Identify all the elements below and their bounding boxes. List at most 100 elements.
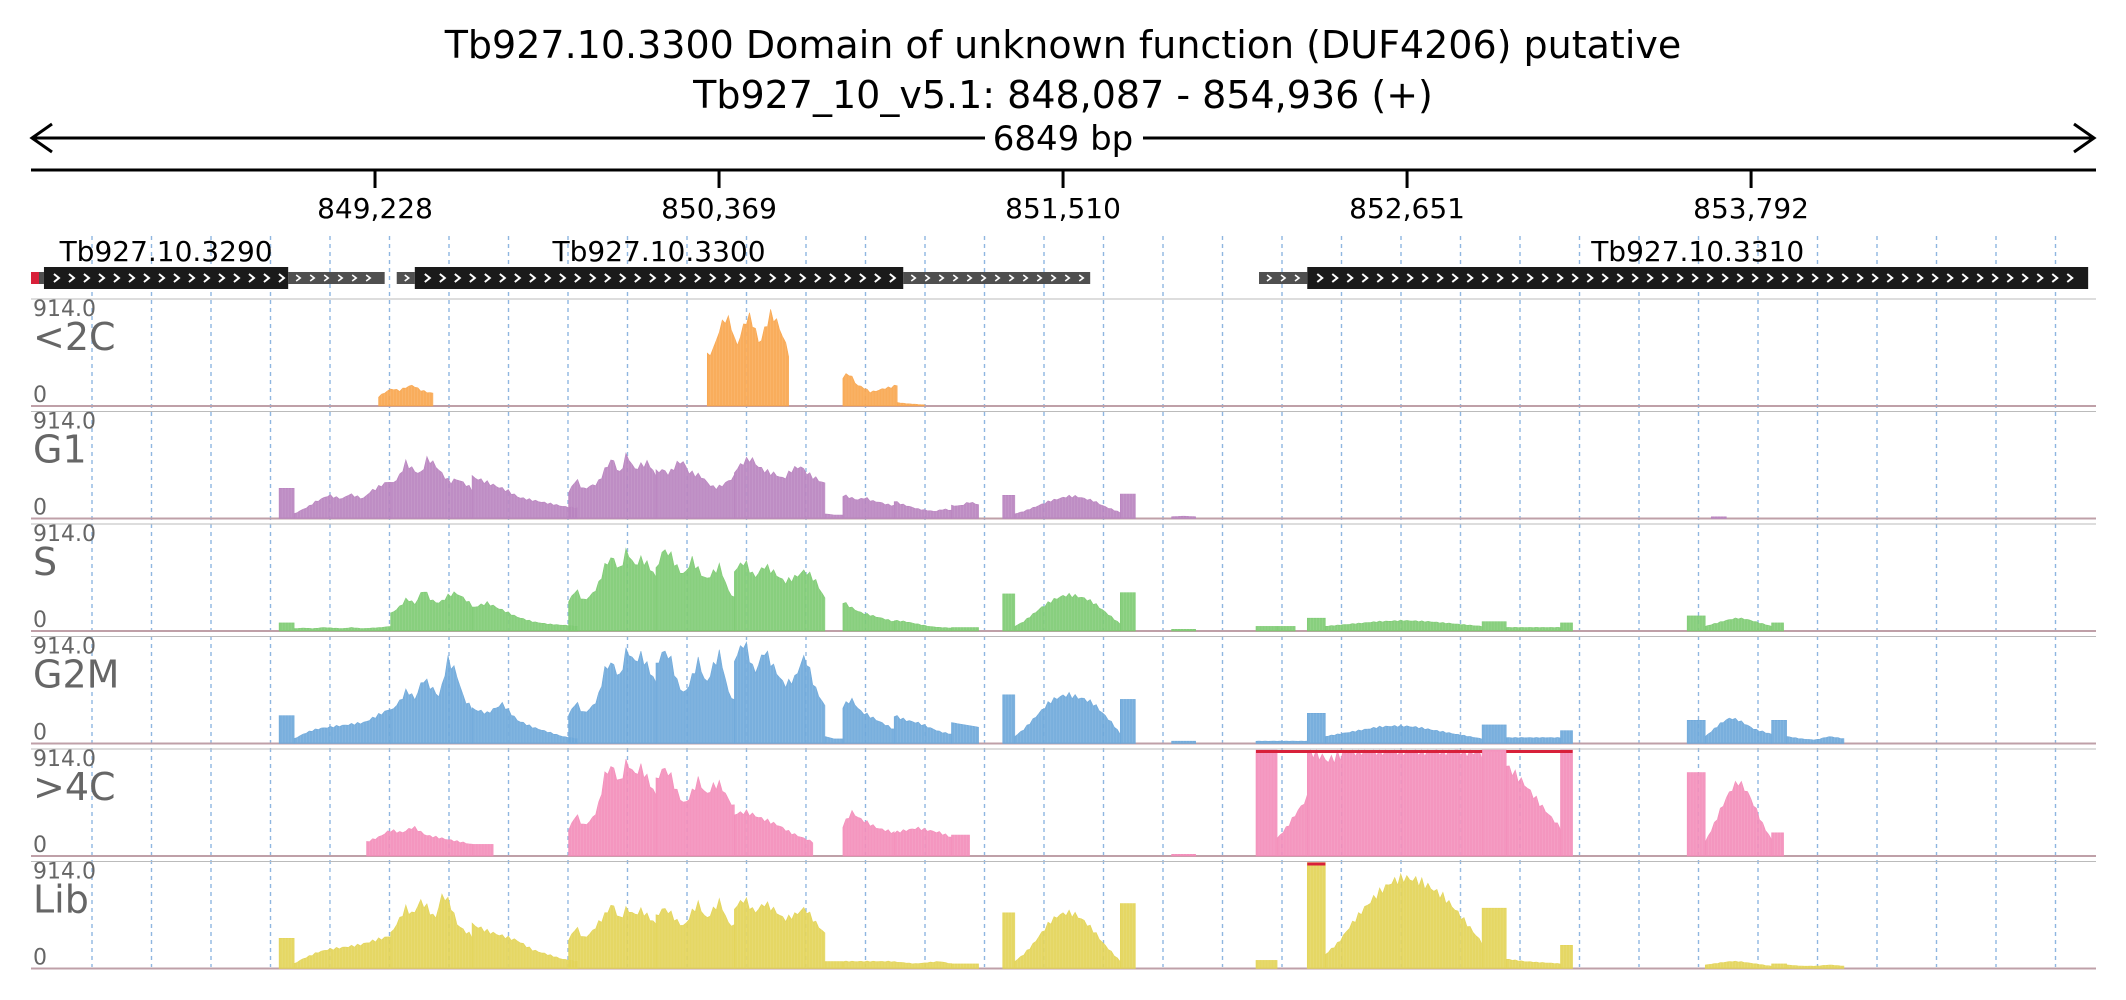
- strand-arrow-icon: [619, 273, 627, 283]
- strand-arrow-icon: [1008, 274, 1015, 282]
- strand-arrow-icon: [1376, 273, 1384, 283]
- strand-arrow-icon: [844, 273, 852, 283]
- tick-label: 852,651: [1349, 192, 1465, 225]
- strand-arrow-icon: [98, 273, 106, 283]
- gene-cds[interactable]: [43, 267, 289, 289]
- gene-utr: [396, 272, 415, 284]
- coverage-area: [293, 481, 392, 519]
- strand-arrow-icon: [1976, 273, 1984, 283]
- strand-arrow-icon: [1751, 273, 1759, 283]
- strand-arrow-icon: [910, 274, 917, 282]
- strand-arrow-icon: [1078, 274, 1085, 282]
- gene-offscreen-marker: [31, 272, 39, 284]
- coverage-area: [1481, 907, 1507, 969]
- strand-arrow-icon: [2036, 273, 2044, 283]
- coverage-area: [893, 826, 952, 857]
- coverage-area: [1771, 832, 1784, 857]
- strand-arrow-icon: [1406, 273, 1414, 283]
- coverage-area: [278, 488, 295, 519]
- track-ymax-label: 914.0: [33, 747, 96, 772]
- coverage-area: [1325, 872, 1483, 969]
- track-ymax-label: 914.0: [33, 297, 96, 322]
- coverage-area: [1171, 854, 1197, 857]
- coverage-area: [471, 474, 578, 519]
- coverage-area: [1171, 629, 1197, 632]
- strand-arrow-icon: [83, 273, 91, 283]
- strand-arrow-icon: [529, 273, 537, 283]
- strand-arrow-icon: [203, 273, 211, 283]
- strand-arrow-icon: [1766, 273, 1774, 283]
- strand-arrow-icon: [53, 273, 61, 283]
- coverage-area: [734, 456, 826, 519]
- strand-arrow-icon: [337, 274, 344, 282]
- gene-utr: [288, 272, 385, 284]
- strand-arrow-icon: [938, 274, 945, 282]
- strand-arrow-icon: [1871, 273, 1879, 283]
- coverage-area: [1119, 903, 1136, 969]
- track-name-label: G1: [33, 428, 87, 472]
- coverage-area: [1002, 593, 1016, 632]
- gene-cds[interactable]: [414, 267, 904, 289]
- strand-arrow-icon: [469, 273, 477, 283]
- strand-arrow-icon: [1706, 273, 1714, 283]
- strand-arrow-icon: [188, 273, 196, 283]
- strand-arrow-icon: [1036, 274, 1043, 282]
- coverage-area: [951, 722, 979, 744]
- track-ymin-label: 0: [33, 496, 47, 521]
- coverage-area: [842, 602, 895, 632]
- strand-arrow-icon: [1022, 274, 1029, 282]
- coverage-area: [1560, 945, 1573, 969]
- strand-arrow-icon: [309, 274, 316, 282]
- coverage-area: [1002, 912, 1016, 969]
- strand-arrow-icon: [1511, 273, 1519, 283]
- coverage-area: [568, 759, 657, 857]
- coverage-area: [1704, 717, 1772, 744]
- track-ymax-label: 914.0: [33, 860, 96, 885]
- strand-arrow-icon: [1294, 274, 1301, 282]
- strand-arrow-icon: [1631, 273, 1639, 283]
- coverage-area: [366, 825, 473, 857]
- track-ymin-label: 0: [33, 833, 47, 858]
- strand-arrow-icon: [1616, 273, 1624, 283]
- coverage-area: [471, 844, 494, 857]
- strand-arrow-icon: [323, 274, 330, 282]
- strand-arrow-icon: [1571, 273, 1579, 283]
- strand-arrow-icon: [454, 273, 462, 283]
- coverage-area: [278, 715, 295, 744]
- strand-arrow-icon: [874, 273, 882, 283]
- coverage-area: [568, 452, 657, 519]
- coverage-area: [706, 309, 790, 407]
- tick-label: 853,792: [1693, 192, 1809, 225]
- strand-arrow-icon: [295, 274, 302, 282]
- track-ymax-label: 914.0: [33, 635, 96, 660]
- coverage-area: [1171, 740, 1197, 744]
- coverage-area: [1704, 960, 1772, 969]
- coverage-area: [1771, 963, 1788, 969]
- strand-arrow-icon: [1346, 273, 1354, 283]
- strand-arrow-icon: [1466, 273, 1474, 283]
- coverage-area: [278, 938, 295, 969]
- gene-name-label: Tb927.10.3300: [552, 235, 766, 268]
- strand-arrow-icon: [233, 273, 241, 283]
- coverage-area: [1276, 626, 1296, 632]
- coverage-area: [655, 460, 735, 519]
- coverage-area: [734, 896, 826, 969]
- strand-arrow-icon: [158, 273, 166, 283]
- strand-arrow-icon: [980, 274, 987, 282]
- coverage-area: [1560, 730, 1573, 744]
- strand-arrow-icon: [1601, 273, 1609, 283]
- coverage-area: [1505, 765, 1561, 857]
- coverage-area: [278, 622, 295, 632]
- span-length-label: 6849 bp: [993, 119, 1134, 159]
- coverage-area: [1325, 724, 1483, 744]
- gene-name-label: Tb927.10.3290: [59, 235, 273, 268]
- span-arrow-right-icon: [2073, 122, 2097, 154]
- strand-arrow-icon: [649, 273, 657, 283]
- strand-arrow-icon: [128, 273, 136, 283]
- track-ymax-label: 914.0: [33, 410, 96, 435]
- coverage-area: [1255, 740, 1308, 744]
- strand-arrow-icon: [218, 273, 226, 283]
